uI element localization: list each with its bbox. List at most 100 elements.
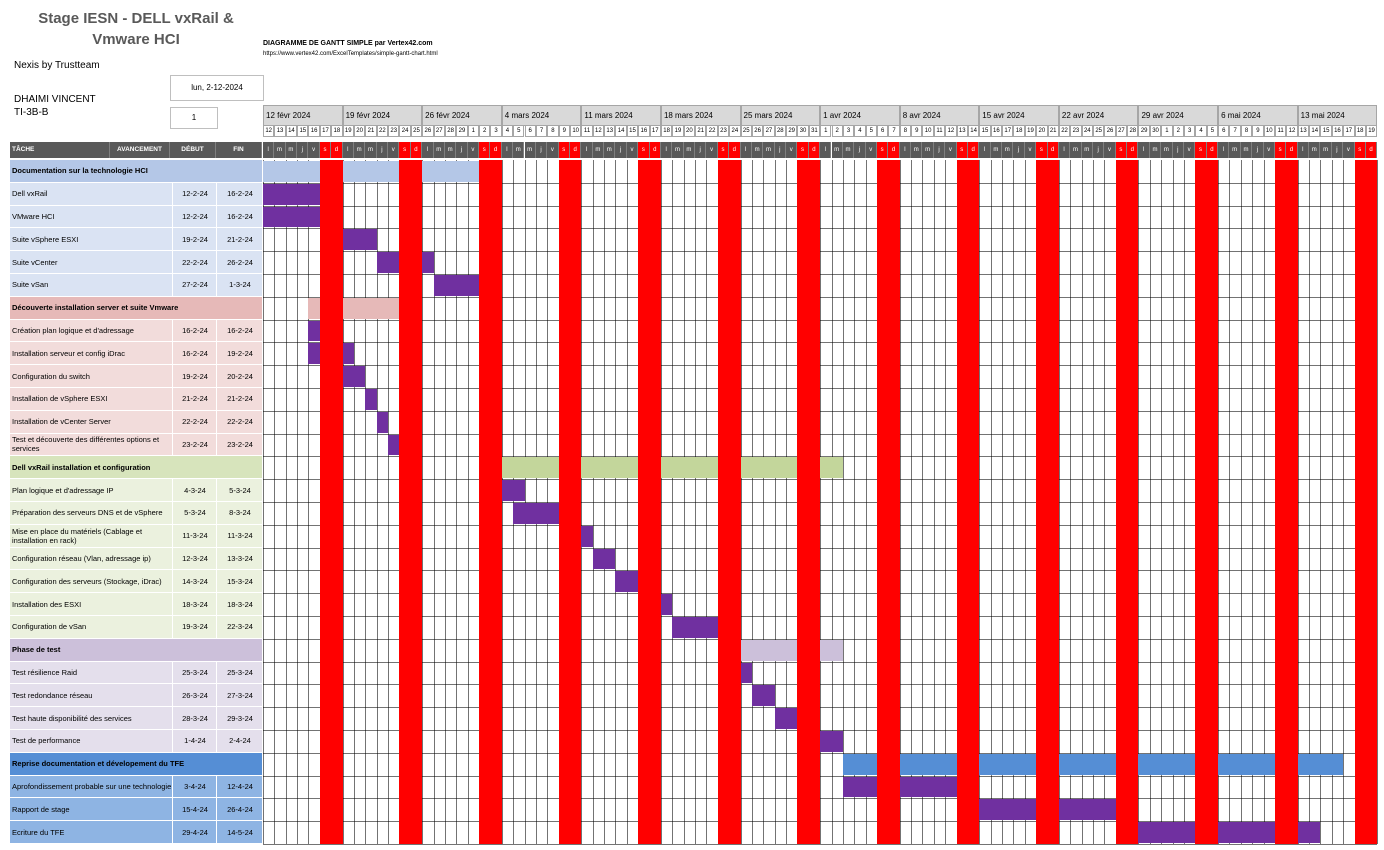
task-end-date[interactable]: 14-5-24 bbox=[216, 821, 263, 843]
task-start-date[interactable]: 19-2-24 bbox=[172, 365, 217, 387]
task-start-date[interactable]: 12-2-24 bbox=[172, 205, 217, 228]
task-bar[interactable] bbox=[263, 206, 320, 228]
task-row[interactable]: Installation serveur et config iDrac 16-2… bbox=[10, 342, 263, 366]
task-end-date[interactable]: 11-3-24 bbox=[216, 524, 263, 547]
task-end-date[interactable]: 29-3-24 bbox=[216, 707, 263, 729]
task-start-date[interactable]: 5-3-24 bbox=[172, 502, 217, 524]
task-bar[interactable] bbox=[342, 229, 377, 251]
task-end-date[interactable]: 16-2-24 bbox=[216, 205, 263, 228]
task-end-date[interactable]: 21-2-24 bbox=[216, 228, 263, 251]
task-end-date[interactable]: 22-2-24 bbox=[216, 410, 263, 433]
task-start-date[interactable]: 26-3-24 bbox=[172, 684, 217, 707]
task-end-date[interactable]: 1-3-24 bbox=[216, 274, 263, 296]
task-end-date[interactable]: 13-3-24 bbox=[216, 547, 263, 570]
task-bar[interactable] bbox=[263, 183, 320, 205]
task-bar[interactable] bbox=[513, 503, 559, 524]
task-row[interactable]: Plan logique et d'adressage IP 4-3-24 5-3-… bbox=[10, 479, 262, 502]
task-start-date[interactable]: 23-2-24 bbox=[172, 433, 217, 456]
task-end-date[interactable]: 18-3-24 bbox=[216, 593, 263, 615]
task-bar[interactable] bbox=[740, 662, 752, 684]
task-row[interactable]: Test redondance réseau 26-3-24 27-3-24 bbox=[10, 684, 263, 708]
task-start-date[interactable]: 22-2-24 bbox=[172, 251, 217, 273]
task-row[interactable]: Test haute disponibilité des services 28-… bbox=[10, 707, 262, 730]
task-row[interactable]: Préparation des serveurs DNS et de vSphe… bbox=[10, 502, 262, 525]
task-start-date[interactable]: 3-4-24 bbox=[172, 775, 217, 798]
task-start-date[interactable]: 19-3-24 bbox=[172, 616, 217, 638]
task-end-date[interactable]: 23-2-24 bbox=[216, 433, 263, 456]
task-bar[interactable] bbox=[1138, 822, 1321, 843]
task-bar[interactable] bbox=[820, 731, 843, 752]
task-start-date[interactable]: 25-3-24 bbox=[172, 661, 217, 684]
task-start-date[interactable]: 19-2-24 bbox=[172, 228, 217, 251]
task-end-date[interactable]: 8-3-24 bbox=[216, 502, 263, 524]
task-start-date[interactable]: 22-2-24 bbox=[172, 410, 217, 433]
task-start-date[interactable]: 14-3-24 bbox=[172, 570, 217, 593]
task-start-date[interactable]: 16-2-24 bbox=[172, 319, 217, 342]
task-row[interactable]: Configuration des serveurs (Stockage, iD… bbox=[10, 570, 263, 594]
task-row[interactable]: Mise en place du matériels (Cablage et i… bbox=[10, 524, 263, 548]
task-row[interactable]: VMware HCI 12-2-24 16-2-24 bbox=[10, 205, 263, 229]
task-end-date[interactable]: 26-4-24 bbox=[216, 798, 263, 821]
task-bar[interactable] bbox=[842, 776, 957, 798]
task-row[interactable]: Dell vxRail 12-2-24 16-2-24 bbox=[10, 182, 263, 206]
task-row[interactable]: Test de performance 1-4-24 2-4-24 bbox=[10, 730, 262, 753]
task-row[interactable]: Configuration de vSan 19-3-24 22-3-24 bbox=[10, 616, 262, 639]
task-row[interactable]: Test résilience Raid 25-3-24 25-3-24 bbox=[10, 661, 263, 685]
task-end-date[interactable]: 26-2-24 bbox=[216, 251, 263, 273]
task-row[interactable]: Rapport de stage 15-4-24 26-4-24 bbox=[10, 798, 263, 822]
task-row[interactable]: Ecriture du TFE 29-4-24 14-5-24 bbox=[10, 821, 262, 844]
task-end-date[interactable]: 19-2-24 bbox=[216, 342, 263, 365]
task-bar[interactable] bbox=[342, 366, 366, 387]
task-start-date[interactable]: 21-2-24 bbox=[172, 388, 217, 410]
task-bar[interactable] bbox=[365, 389, 377, 410]
task-start-date[interactable]: 27-2-24 bbox=[172, 274, 217, 296]
task-end-date[interactable]: 16-2-24 bbox=[216, 182, 263, 205]
task-bar[interactable] bbox=[751, 685, 775, 707]
task-bar[interactable] bbox=[501, 480, 525, 501]
task-row[interactable]: Suite vSan 27-2-24 1-3-24 bbox=[10, 274, 262, 297]
task-end-date[interactable]: 12-4-24 bbox=[216, 775, 263, 798]
task-end-date[interactable]: 20-2-24 bbox=[216, 365, 263, 387]
task-bar[interactable] bbox=[376, 411, 389, 433]
task-start-date[interactable]: 12-2-24 bbox=[172, 182, 217, 205]
template-url[interactable]: https://www.vertex42.com/ExcelTemplates/… bbox=[263, 51, 438, 57]
task-bar[interactable] bbox=[660, 594, 673, 615]
task-end-date[interactable]: 16-2-24 bbox=[216, 319, 263, 342]
task-start-date[interactable]: 29-4-24 bbox=[172, 821, 217, 843]
task-start-date[interactable]: 12-3-24 bbox=[172, 547, 217, 570]
task-start-date[interactable]: 15-4-24 bbox=[172, 798, 217, 821]
task-bar[interactable] bbox=[615, 571, 639, 593]
task-end-date[interactable]: 25-3-24 bbox=[216, 661, 263, 684]
task-end-date[interactable]: 21-2-24 bbox=[216, 388, 263, 410]
task-row[interactable]: Suite vCenter 22-2-24 26-2-24 bbox=[10, 251, 262, 274]
task-row[interactable]: Configuration réseau (Vlan, adressage ip… bbox=[10, 547, 263, 571]
task-bar[interactable] bbox=[581, 525, 593, 547]
task-row[interactable]: Aprofondissement probable sur une techno… bbox=[10, 775, 263, 799]
task-bar[interactable] bbox=[433, 275, 480, 296]
task-bar[interactable] bbox=[308, 320, 320, 342]
task-start-date[interactable]: 18-3-24 bbox=[172, 593, 217, 615]
task-row[interactable]: Installation de vSphere ESXI 21-2-24 21-2-… bbox=[10, 388, 262, 411]
task-bar[interactable] bbox=[592, 548, 616, 570]
task-end-date[interactable]: 15-3-24 bbox=[216, 570, 263, 593]
week-offset-field[interactable]: 1 bbox=[170, 107, 218, 129]
task-row[interactable]: Installation des ESXI 18-3-24 18-3-24 bbox=[10, 593, 262, 616]
task-bar[interactable] bbox=[774, 708, 798, 729]
task-end-date[interactable]: 5-3-24 bbox=[216, 479, 263, 501]
task-start-date[interactable]: 28-3-24 bbox=[172, 707, 217, 729]
task-row[interactable]: Test et découverte des différentes optio… bbox=[10, 433, 263, 457]
task-row[interactable]: Suite vSphere ESXI 19-2-24 21-2-24 bbox=[10, 228, 263, 252]
task-bar[interactable] bbox=[672, 617, 718, 638]
project-start-date[interactable]: lun, 2-12-2024 bbox=[170, 75, 264, 101]
task-end-date[interactable]: 27-3-24 bbox=[216, 684, 263, 707]
task-start-date[interactable]: 11-3-24 bbox=[172, 524, 217, 547]
task-end-date[interactable]: 22-3-24 bbox=[216, 616, 263, 638]
task-row[interactable]: Création plan logique et d'adressage 16-2… bbox=[10, 319, 263, 343]
task-start-date[interactable]: 4-3-24 bbox=[172, 479, 217, 501]
task-row[interactable]: Configuration du switch 19-2-24 20-2-24 bbox=[10, 365, 262, 388]
task-start-date[interactable]: 1-4-24 bbox=[172, 730, 217, 752]
task-end-date[interactable]: 2-4-24 bbox=[216, 730, 263, 752]
task-row[interactable]: Installation de vCenter Server 22-2-24 22-… bbox=[10, 410, 263, 434]
task-bar[interactable] bbox=[388, 434, 400, 456]
task-start-date[interactable]: 16-2-24 bbox=[172, 342, 217, 365]
